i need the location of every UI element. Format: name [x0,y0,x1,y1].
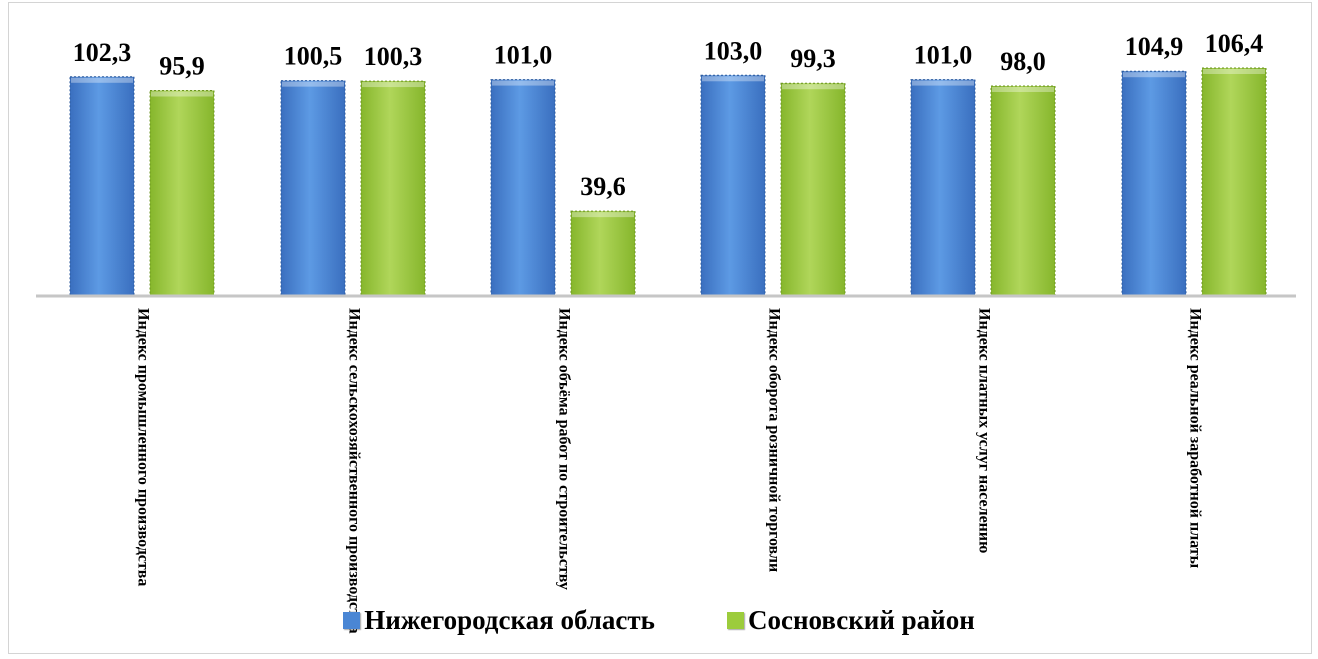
legend-item-sosnovsky: Сосновский район [726,605,975,636]
value-label: 103,0 [704,36,763,65]
value-label: 102,3 [73,38,132,67]
value-label: 101,0 [494,41,553,70]
value-label: 100,3 [364,42,423,71]
value-label: 100,5 [284,42,343,71]
bar-nizhny-novgorod-1 [69,76,135,297]
bar-sosnovsky-3 [570,210,636,297]
category-label: Индекс реальной заработной платы [1186,308,1203,569]
value-label: 39,6 [580,172,626,201]
legend-label: Нижегородская область [364,605,655,635]
value-label: 98,0 [1000,47,1046,76]
bar-top-highlight [492,80,554,86]
bar-nizhny-novgorod-6 [1121,70,1187,297]
legend-swatch-green [726,612,744,629]
bar-nizhny-novgorod-2 [280,80,346,297]
legend: Нижегородская область Сосновский район [0,605,1318,636]
category-label: Индекс платных услуг населению [975,308,992,553]
value-label: 99,3 [790,44,836,73]
value-label: 101,0 [914,41,973,70]
bar-sosnovsky-2 [360,80,426,297]
value-label: 95,9 [159,52,205,81]
bar-sosnovsky-5 [990,85,1056,297]
bar-top-highlight [912,80,974,86]
value-label: 106,4 [1205,29,1264,58]
bar-top-highlight [702,76,764,82]
bar-top-highlight [992,87,1054,92]
bar-nizhny-novgorod-5 [910,79,976,297]
bar-nizhny-novgorod-4 [700,74,766,297]
category-labels-layer: Индекс промышленного производства Индекс … [134,308,1203,634]
bars-layer [69,67,1267,297]
bar-top-highlight [71,77,133,83]
bar-nizhny-novgorod-3 [490,79,556,297]
bar-top-highlight [782,84,844,90]
bar-top-highlight [1123,72,1185,78]
category-label: Индекс объёма работ по строительству [555,308,572,590]
bar-top-highlight [151,91,213,97]
category-label: Индекс оборота розничной торговли [765,308,782,572]
bar-top-highlight [572,212,634,218]
category-label: Индекс промышленного производства [134,308,151,586]
legend-label: Сосновский район [747,605,975,635]
bar-top-highlight [362,82,424,88]
bar-sosnovsky-4 [780,82,846,297]
legend-swatch-blue [343,612,361,629]
bar-top-highlight [1203,69,1265,74]
chart-frame [8,2,1312,654]
category-label: Индекс сельскохозяйственного производств… [345,308,362,634]
legend-item-nizhny-novgorod: Нижегородская область [343,605,655,636]
value-labels-layer: 102,3 100,5 101,0 103,0 101,0 104,9 95,9 100,3 3… [73,29,1264,201]
value-label: 104,9 [1125,32,1184,61]
bar-sosnovsky-6 [1201,67,1267,297]
bar-top-highlight [282,81,344,87]
bar-sosnovsky-1 [149,90,215,297]
